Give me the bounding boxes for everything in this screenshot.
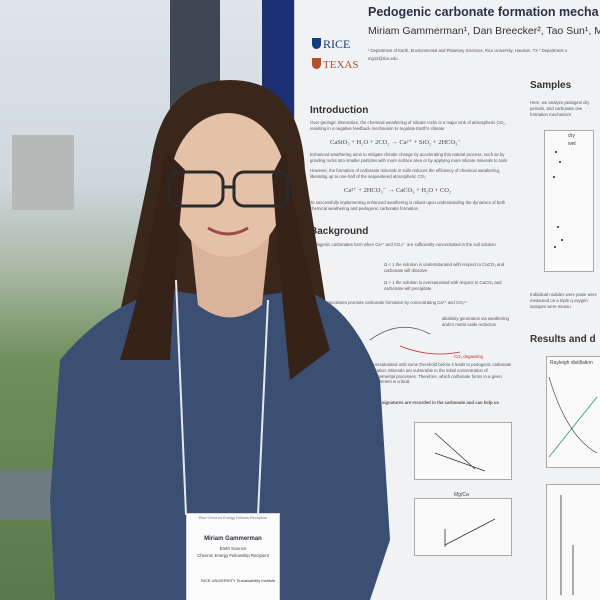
results-plot-2 <box>546 484 600 600</box>
window-ledge <box>0 470 60 520</box>
badge-line-2: Chevron Energy Fellowship Recipient <box>197 553 269 558</box>
samples-plot <box>544 130 594 272</box>
samples-text: Here, we analyze pedogeni dry periods, a… <box>530 100 590 117</box>
name-badge: Rice Chevron Energy Fellows Reception Mi… <box>186 513 280 600</box>
intro-text-2: Enhanced weathering aims to mitigate cli… <box>310 152 508 163</box>
results-heading: Results and d <box>530 334 596 345</box>
badge-line-1: Earth Science <box>219 546 247 551</box>
process-diagram <box>369 326 461 355</box>
results-axis-label: Rayleigh distillation <box>550 360 593 366</box>
weathering-equation: CaSiO₃ + H₂O + 2CO₂ → Ca²⁺ + SiO₂ + 2HCO… <box>330 139 461 146</box>
poster-title: Pedogenic carbonate formation mecha <box>368 5 599 19</box>
rice-shield-icon <box>312 38 321 49</box>
legend-wet: wet <box>568 141 576 147</box>
badge-event: Rice Chevron Energy Fellows Reception <box>198 516 268 520</box>
background-heading: Background <box>310 226 369 237</box>
intro-text-1: Over geologic timescales, the chemical w… <box>310 120 506 131</box>
poster-affiliation: ¹ Department of Earth, Environmental and… <box>368 48 568 53</box>
background-text-1: Pedogenic carbonates form when Ca²⁺ and … <box>310 242 496 247</box>
distant-building <box>12 135 74 210</box>
research-poster: RICE TEXAS Pedogenic carbonate formation… <box>294 0 600 600</box>
badge-name: Miriam Gammerman <box>204 536 262 542</box>
process-alkalinity: alkalinity generation via weathering and… <box>442 316 509 327</box>
background-text-4: Those signatures are recorded in the car… <box>368 400 499 405</box>
small-plot-1 <box>414 422 512 480</box>
sample-point <box>554 246 556 248</box>
mouth <box>207 226 249 236</box>
poster-email: mg12@rice.edu <box>368 56 398 61</box>
background-text-2: Different processes promote carbonate fo… <box>310 300 468 305</box>
small-plot-2 <box>414 498 512 556</box>
samples-heading: Samples <box>530 80 572 91</box>
sample-point <box>561 239 563 241</box>
sample-point <box>555 151 557 153</box>
legend-dry: dry <box>568 133 575 139</box>
texas-shield-icon <box>312 58 321 69</box>
hair-front-right <box>272 150 330 380</box>
poster-authors: Miriam Gammerman¹, Dan Breecker², Tao Su… <box>368 25 600 37</box>
results-plot <box>546 356 600 468</box>
omega-oversaturated: Ω > 1 the solution is oversaturated with… <box>384 280 502 291</box>
sample-point <box>557 226 559 228</box>
omega-undersaturated: Ω < 1 the solution is undersaturated wit… <box>384 262 505 273</box>
introduction-heading: Introduction <box>310 105 369 116</box>
process-degassing: CO₂ degassing <box>454 354 483 359</box>
plot-x-label: Mg/Ca <box>454 492 469 498</box>
hair-front-left <box>120 150 185 360</box>
samples-text-2: Individual nodules were powe were measur… <box>530 292 597 309</box>
rice-logo: RICE <box>312 37 350 52</box>
texas-logo: TEXAS <box>312 58 358 71</box>
glasses <box>167 170 290 208</box>
carbonate-equation: Ca²⁺ + 2HCO₃⁻ → CaCO₃ + H₂O + CO₂ <box>344 187 452 194</box>
background-text-3: Supersaturated until some threshold befo… <box>368 362 512 385</box>
sample-point <box>553 176 555 178</box>
intro-text-3: However, the formation of carbonate mine… <box>310 168 501 179</box>
badge-footer: RICE UNIVERSITY Sustainability Institute <box>201 578 276 583</box>
face <box>170 113 286 257</box>
intro-text-4: To successfully implementing enhanced we… <box>310 200 506 211</box>
sample-point <box>559 161 561 163</box>
lanyard <box>175 279 269 516</box>
